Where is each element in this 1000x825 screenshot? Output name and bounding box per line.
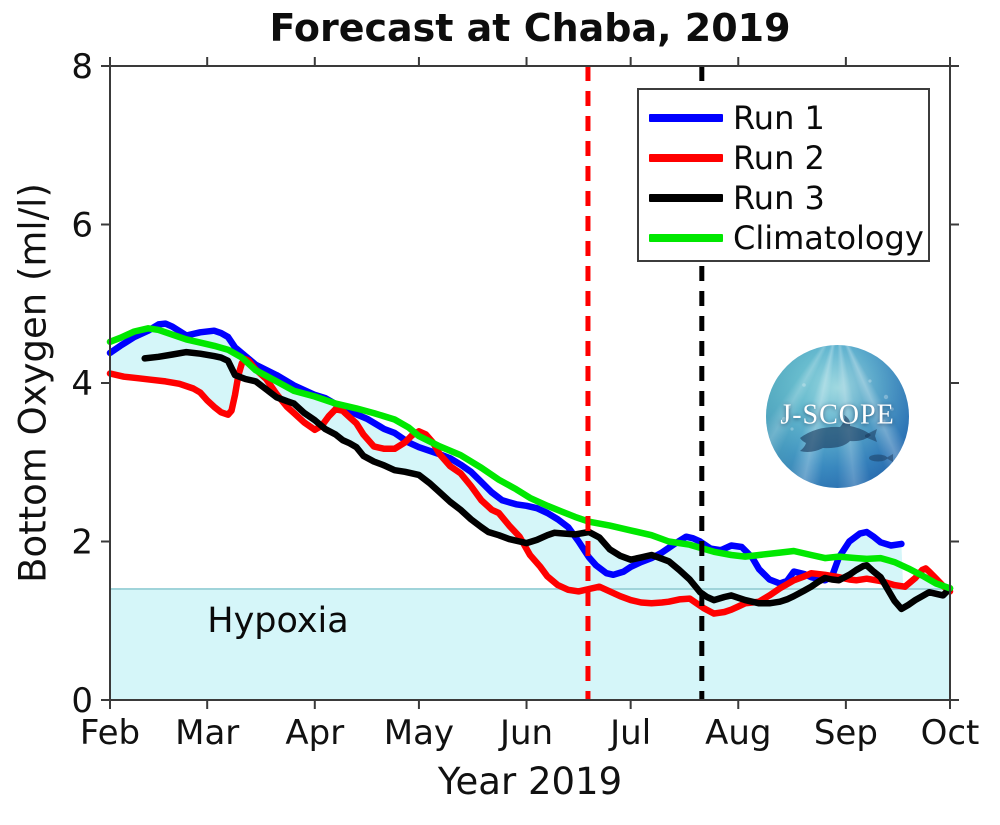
y-tick-label: 4: [71, 364, 93, 404]
legend: Run 1 Run 2 Run 3 Climatology: [637, 88, 930, 262]
logo-underwater-art: [782, 379, 894, 462]
jscope-logo-text: J-SCOPE: [780, 399, 895, 431]
legend-item-run-3: Run 3: [649, 178, 928, 218]
jscope-logo: J-SCOPE: [766, 345, 909, 488]
legend-line-swatch: [649, 234, 723, 242]
x-tick-label: Jul: [608, 713, 651, 753]
legend-item-climatology: Climatology: [649, 218, 928, 258]
x-tick-label: May: [384, 713, 454, 753]
y-tick-label: 8: [71, 47, 93, 87]
legend-item-run-1: Run 1: [649, 98, 928, 138]
hypoxia-label: Hypoxia: [207, 601, 349, 641]
logo-light-rays: [766, 345, 909, 488]
x-tick-label: Sep: [814, 713, 878, 753]
x-tick-label: Oct: [921, 713, 980, 753]
x-tick-label: Aug: [705, 713, 771, 753]
y-axis-label: Bottom Oxygen (ml/l): [11, 183, 55, 583]
legend-item-label: Run 3: [733, 179, 825, 217]
x-tick-label: Jun: [498, 713, 553, 753]
bubbles: [782, 379, 894, 431]
x-tick-label: Feb: [80, 713, 140, 753]
series-line-climatology: [106, 325, 954, 592]
legend-item-label: Run 2: [733, 139, 825, 177]
legend-line-swatch: [649, 114, 723, 122]
legend-item-label: Climatology: [733, 219, 924, 257]
legend-line-swatch: [649, 154, 723, 162]
legend-line-swatch: [649, 194, 723, 202]
y-tick-label: 0: [71, 681, 93, 721]
hypoxia-band: [110, 589, 950, 700]
series-line-run-1: [106, 320, 905, 587]
chart-title: Forecast at Chaba, 2019: [269, 6, 791, 50]
x-tick-label: Mar: [175, 713, 239, 753]
legend-item-run-2: Run 2: [649, 138, 928, 178]
x-axis-label: Year 2019: [437, 760, 623, 803]
small-fish-icon: [869, 454, 893, 462]
y-tick-label: 6: [71, 206, 93, 246]
logo-tint-overlay: [766, 345, 909, 488]
series-line-run-3: [141, 348, 954, 613]
legend-item-label: Run 1: [733, 99, 825, 137]
fish-icon: [800, 415, 877, 452]
y-tick-label: 2: [71, 523, 93, 563]
x-tick-label: Apr: [285, 713, 344, 753]
